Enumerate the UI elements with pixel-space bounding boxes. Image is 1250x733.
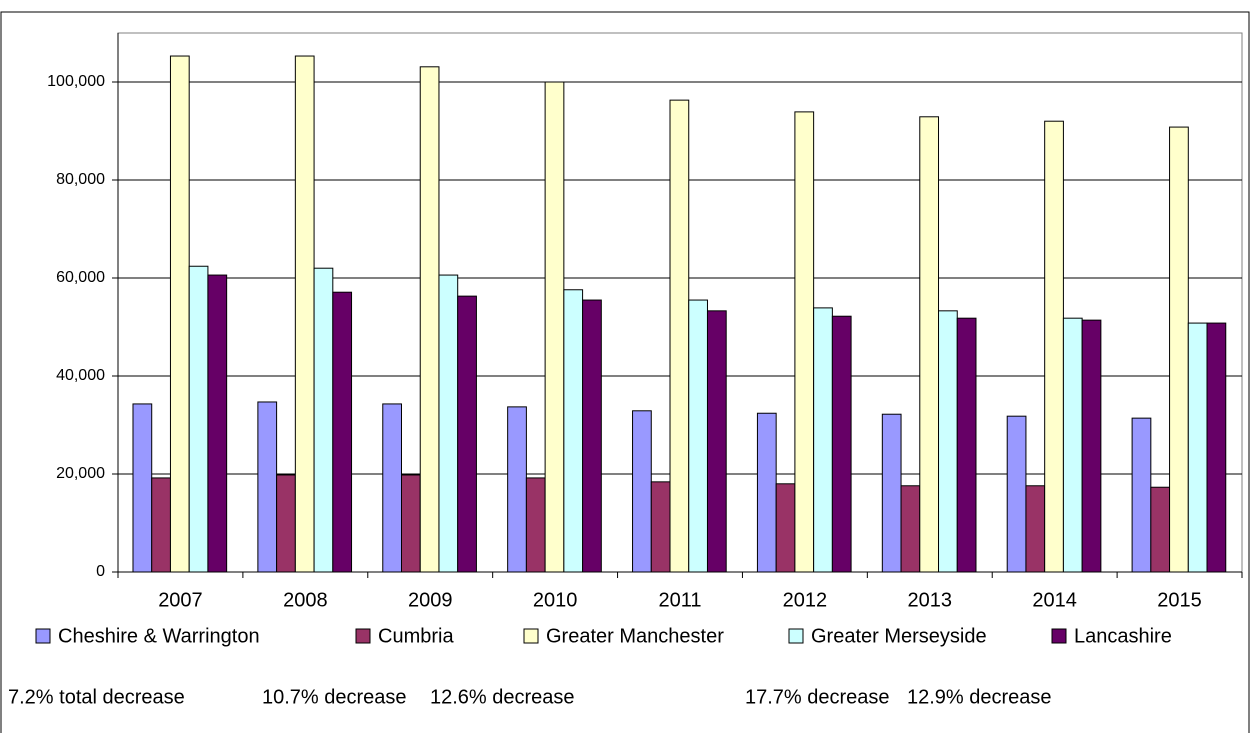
bar — [650, 481, 671, 573]
bar — [1206, 322, 1227, 573]
bar — [169, 55, 190, 573]
bar — [507, 406, 527, 573]
legend-swatch — [355, 628, 371, 644]
x-tick-label: 2014 — [1032, 589, 1077, 611]
x-tick-label: 2015 — [1157, 589, 1202, 611]
y-tick-label: 80,000 — [56, 171, 105, 188]
legend-swatch — [1051, 628, 1067, 644]
bar — [332, 291, 353, 573]
bar — [756, 412, 777, 573]
bar — [188, 265, 209, 573]
bar — [706, 310, 727, 573]
y-tick-label: 20,000 — [56, 465, 105, 482]
bar — [919, 116, 940, 573]
bar — [1150, 486, 1171, 573]
y-tick-label: 100,000 — [47, 73, 105, 90]
bar — [382, 403, 402, 573]
bar — [1044, 120, 1064, 573]
bar — [900, 485, 921, 573]
x-tick-label: 2010 — [533, 589, 578, 611]
x-tick-label: 2009 — [408, 589, 453, 611]
bar — [1131, 417, 1152, 573]
bar — [1062, 317, 1083, 573]
legend-label: Cumbria — [378, 625, 454, 647]
bar — [563, 289, 584, 573]
x-tick-label: 2012 — [783, 589, 828, 611]
bar — [881, 413, 902, 573]
bar — [132, 403, 153, 573]
legend-label: Lancashire — [1074, 625, 1172, 647]
legend-label: Greater Manchester — [546, 625, 724, 647]
bar — [956, 317, 977, 573]
annotation: 12.9% decrease — [907, 686, 1052, 708]
bar — [207, 274, 228, 573]
bar — [669, 99, 690, 573]
bar — [1187, 322, 1208, 573]
legend-swatch — [523, 628, 539, 644]
bar — [775, 483, 796, 573]
legend-swatch — [788, 628, 804, 644]
bar — [151, 477, 171, 573]
bar — [794, 111, 815, 573]
annotation: 12.6% decrease — [430, 686, 575, 708]
legend-swatch — [35, 628, 51, 644]
legend-label: Greater Merseyside — [811, 625, 987, 647]
x-tick-label: 2013 — [908, 589, 953, 611]
annotation: 17.7% decrease — [745, 686, 890, 708]
y-tick-label: 0 — [96, 563, 105, 580]
y-tick-label: 40,000 — [56, 367, 105, 384]
bar — [294, 55, 315, 573]
bar — [632, 410, 652, 573]
bar — [831, 315, 852, 573]
annotation: 10.7% decrease — [262, 686, 407, 708]
x-tick-label: 2011 — [658, 589, 701, 611]
bar — [457, 295, 477, 573]
bar — [582, 299, 602, 573]
legend-label: Cheshire & Warrington — [58, 625, 260, 647]
bar — [313, 267, 334, 573]
bar — [419, 66, 440, 573]
bar — [438, 274, 459, 573]
bar — [813, 307, 833, 573]
x-tick-label: 2008 — [283, 589, 328, 611]
bar — [525, 477, 546, 573]
bar — [1169, 126, 1189, 573]
bar — [938, 310, 958, 573]
bar — [400, 474, 421, 573]
y-tick-label: 60,000 — [56, 269, 105, 286]
annotation: 7.2% total decrease — [8, 686, 185, 708]
x-tick-label: 2007 — [158, 589, 203, 611]
bar — [257, 401, 278, 573]
bar — [1081, 319, 1102, 573]
bar — [688, 299, 708, 573]
bar — [1025, 485, 1046, 573]
bar — [1006, 415, 1027, 573]
bar — [544, 81, 565, 573]
bar — [276, 474, 296, 573]
